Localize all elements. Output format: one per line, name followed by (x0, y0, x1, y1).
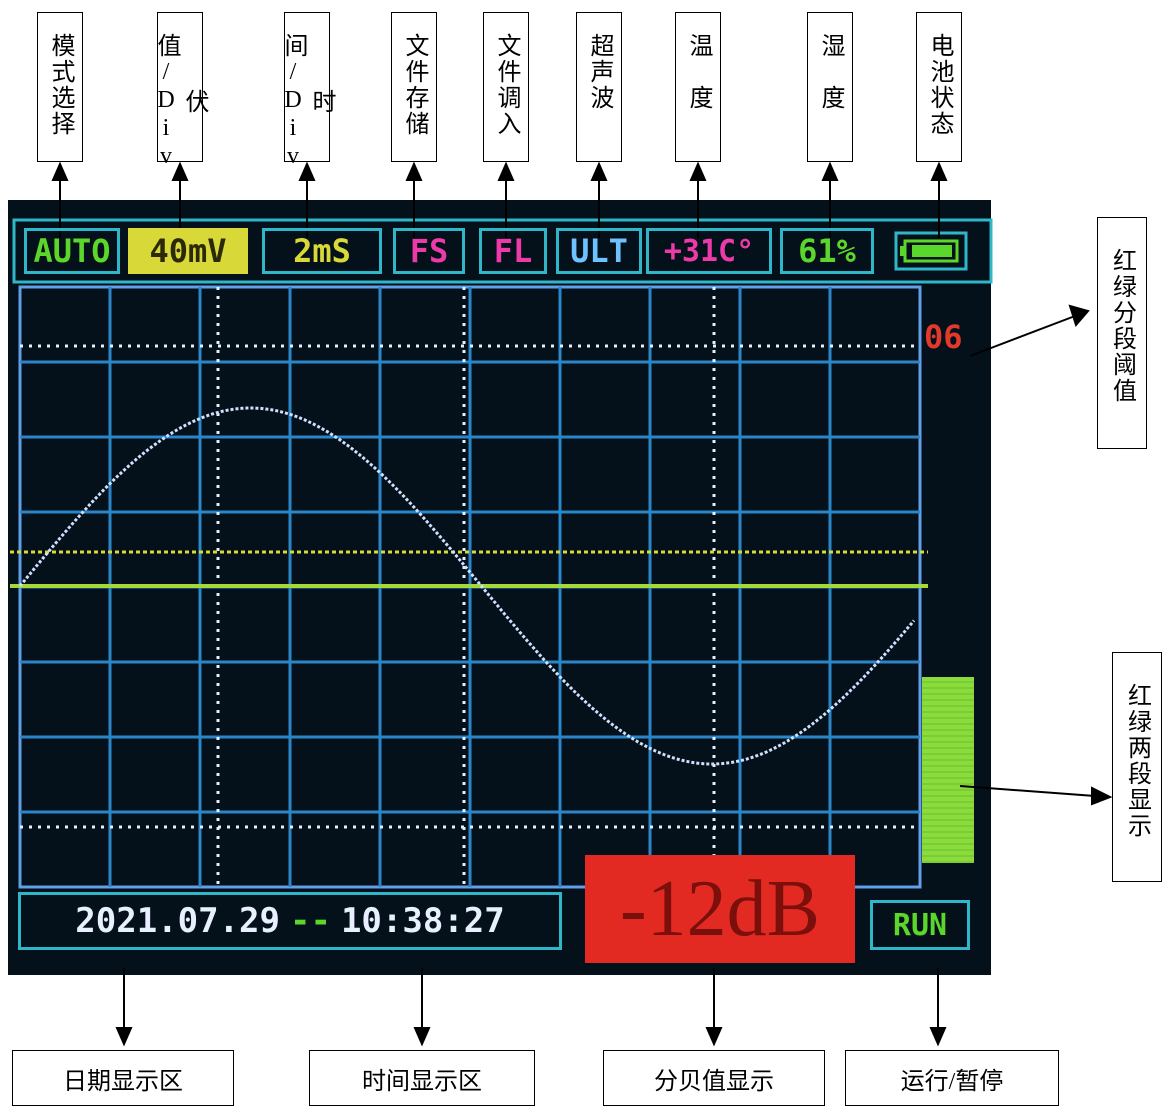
callout-threshold: 红绿分段阈值 (1097, 217, 1147, 449)
waveform-trace (18, 406, 916, 766)
volts-div-label[interactable]: 40mV (128, 228, 248, 274)
mode-label[interactable]: AUTO (24, 228, 120, 274)
date-time-separator: -- (289, 901, 331, 941)
callout-humidity: 湿 度 (807, 12, 853, 162)
callout-temperature: 温 度 (675, 12, 721, 162)
battery-icon (894, 231, 968, 271)
time-text: 10:38:27 (340, 901, 505, 941)
callout-two-segment-display: 红绿两段显示 (1112, 652, 1162, 882)
callout-decibel-area: 分贝值显示 (603, 1050, 825, 1106)
temperature-label: +31C° (646, 228, 772, 274)
datetime-panel: 2021.07.29 -- 10:38:27 (18, 892, 562, 950)
humidity-label: 61% (780, 228, 874, 274)
file-save-label[interactable]: FS (393, 228, 465, 274)
callout-battery-status: 电池状态 (916, 12, 962, 162)
decibel-display: -12dB (585, 855, 855, 963)
callout-time-area: 时间显示区 (309, 1050, 535, 1106)
arrows (51, 161, 1113, 1047)
date-text: 2021.07.29 (75, 901, 280, 941)
status-bar-frame (12, 218, 993, 284)
callout-file-load: 文件调入 (483, 12, 529, 162)
level-bar-segments (922, 681, 974, 863)
callout-file-save: 文件存储 (391, 12, 437, 162)
callout-date-area: 日期显示区 (12, 1050, 234, 1106)
callout-time-div: 时间/Div (280, 12, 334, 171)
level-bar-green (922, 677, 974, 863)
ultrasonic-label[interactable]: ULT (556, 228, 642, 274)
callout-run-pause: 运行/暂停 (845, 1050, 1059, 1106)
threshold-value: 06 (924, 318, 963, 356)
callout-volts-div: 伏值/Div (153, 12, 207, 171)
callout-ultrasonic: 超声波 (576, 12, 622, 162)
run-pause-button[interactable]: RUN (870, 900, 970, 950)
file-load-label[interactable]: FL (479, 228, 547, 274)
callout-mode-select: 模式选择 (37, 12, 83, 162)
time-div-label[interactable]: 2mS (262, 228, 382, 274)
